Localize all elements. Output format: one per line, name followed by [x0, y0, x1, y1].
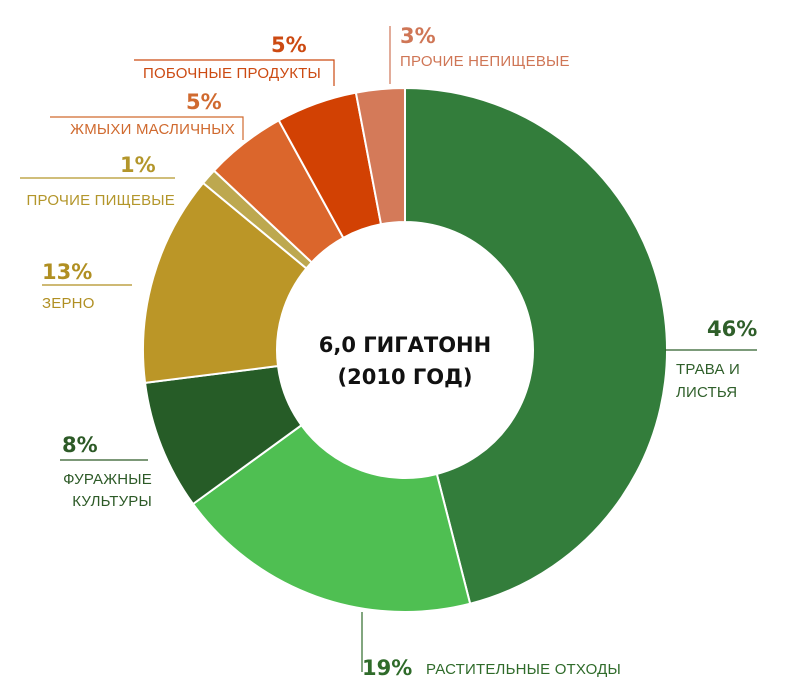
slice-label-1-line-0: РАСТИТЕЛЬНЫЕ ОТХОДЫ — [426, 661, 621, 678]
slice-labels: 46% ТРАВА И ЛИСТЬЯ 19% РАСТИТЕЛЬНЫЕ ОТХОДЫ 8%… — [27, 24, 758, 680]
slice-7 — [354, 86, 406, 226]
slice-percent-2: 8% — [62, 433, 98, 457]
slice-label-4-line-0: ПРОЧИЕ ПИЩЕВЫЕ — [27, 192, 175, 209]
slice-label-2-line-0: ФУРАЖНЫЕ — [63, 471, 152, 488]
slice-label-7-line-0: ПРОЧИЕ НЕПИЩЕВЫЕ — [400, 53, 570, 70]
slice-1 — [191, 423, 472, 613]
slice-percent-4: 1% — [120, 153, 156, 177]
slice-label-6-line-0: ПОБОЧНЫЕ ПРОДУКТЫ — [143, 65, 321, 82]
slice-0 — [404, 86, 669, 605]
slice-label-0-line-1: ЛИСТЬЯ — [676, 384, 737, 401]
slice-label-0-line-0: ТРАВА И — [676, 361, 740, 378]
slices-group — [142, 86, 669, 613]
leader-line-5 — [50, 116, 244, 140]
slice-percent-6: 5% — [271, 33, 307, 57]
slice-label-2-line-1: КУЛЬТУРЫ — [72, 493, 152, 510]
slice-label-5-line-0: ЖМЫХИ МАСЛИЧНЫХ — [70, 121, 235, 138]
slice-percent-1: 19% — [362, 656, 412, 680]
center-title: 6,0 ГИГАТОНН — [319, 333, 491, 357]
slice-percent-5: 5% — [186, 90, 222, 114]
leader-line-6 — [134, 59, 335, 86]
slice-percent-3: 13% — [42, 260, 92, 284]
slice-percent-7: 3% — [400, 24, 436, 48]
leader-lines — [20, 26, 757, 672]
slice-percent-0: 46% — [707, 317, 757, 341]
slice-label-3-line-0: ЗЕРНО — [42, 295, 95, 312]
center-subtitle: (2010 ГОД) — [338, 365, 473, 389]
